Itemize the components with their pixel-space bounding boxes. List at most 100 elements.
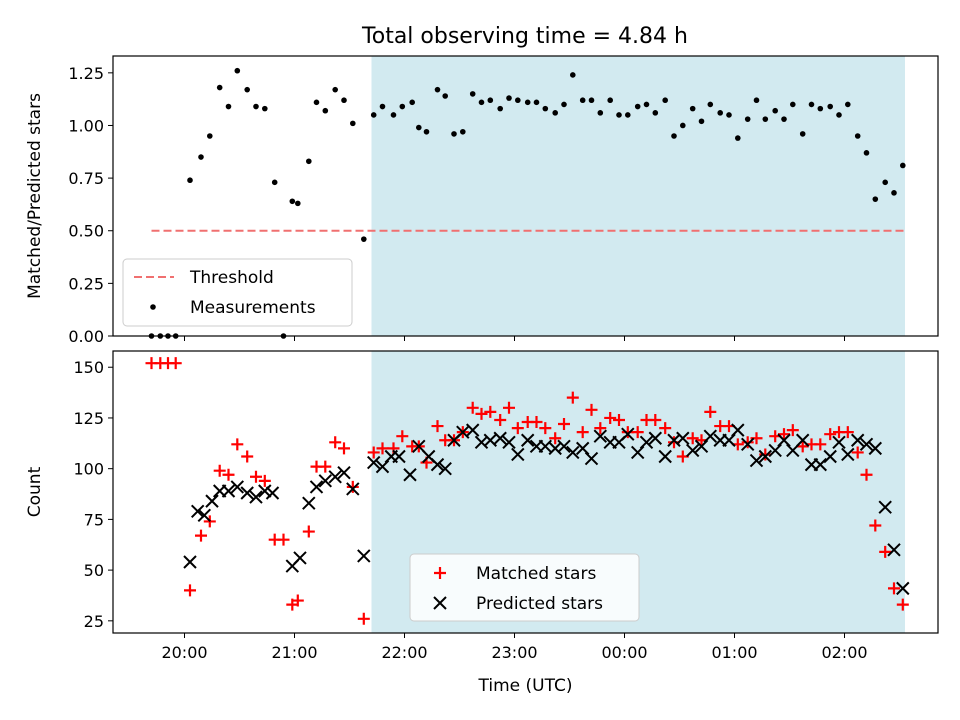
top-panel: 0.00 0.25 0.50 0.75 1.00 1.25 Matched/Predicte… — [25, 55, 939, 346]
y-tick-label: 0.50 — [68, 222, 104, 241]
measurement-point — [836, 112, 842, 118]
predicted-stars-point — [430, 457, 445, 472]
matched-stars-point — [686, 432, 699, 445]
measurement-point — [350, 120, 356, 127]
measurement-point — [533, 99, 540, 106]
measurement-point — [882, 179, 888, 186]
bottom-panel: 25 50 75 100 125 150 20:00 21:00 22:00 23:00 00:00… — [25, 350, 939, 696]
y-tick-label: 1.25 — [68, 64, 104, 83]
measurement-point — [717, 110, 723, 116]
matched-stars-point — [604, 411, 617, 424]
legend-predicted-label: Predicted stars — [476, 594, 603, 614]
predicted-stars-point — [648, 431, 663, 445]
matched-stars-point — [329, 436, 342, 449]
predicted-stars-point — [566, 445, 580, 460]
predicted-stars-point — [493, 431, 507, 445]
measurement-point — [634, 103, 641, 110]
matched-stars-point — [558, 418, 570, 431]
matched-stars-point — [539, 422, 552, 435]
matched-stars-point — [594, 422, 607, 435]
measurement-point — [207, 133, 213, 139]
legend-measurements-swatch — [150, 304, 156, 310]
predicted-stars-point — [896, 581, 910, 596]
measurement-point — [552, 110, 558, 116]
measurement-point — [165, 333, 171, 339]
predicted-stars-point — [183, 555, 197, 569]
measurement-point — [157, 333, 164, 339]
measurement-point — [854, 133, 861, 139]
matched-stars-point — [222, 468, 235, 481]
matched-stars-point — [494, 413, 507, 426]
measurement-point — [900, 162, 906, 169]
measurement-point — [313, 99, 320, 106]
predicted-stars-point — [703, 429, 718, 443]
measurement-point — [469, 91, 476, 97]
matched-stars-point — [302, 525, 315, 538]
matched-stars-point — [475, 407, 488, 420]
predicted-stars-point — [676, 431, 690, 445]
predicted-stars-point — [438, 461, 452, 476]
measurement-point — [680, 122, 686, 129]
measurement-point — [845, 101, 851, 108]
measurement-point — [341, 97, 347, 104]
y-tick-label: 50 — [84, 561, 104, 580]
legend-predicted-swatch — [433, 596, 447, 610]
measurement-point — [799, 131, 806, 137]
legend-threshold-label: Threshold — [189, 268, 274, 288]
predicted-stars-point — [412, 439, 426, 454]
matched-stars-point — [659, 422, 672, 435]
matched-stars-point — [277, 533, 290, 546]
y-tick-label: 1.00 — [68, 116, 104, 135]
matched-stars-point — [338, 442, 350, 455]
matched-stars-point — [786, 424, 799, 437]
predicted-stars-point — [593, 429, 608, 443]
predicted-stars-point — [685, 443, 700, 458]
predicted-stars-point — [859, 437, 874, 452]
measurement-point — [570, 72, 576, 78]
measurement-point — [295, 200, 301, 207]
measurement-point — [234, 67, 241, 74]
matched-stars-point — [396, 430, 409, 443]
legend-matched-label: Matched stars — [476, 564, 596, 584]
top-legend-box — [122, 258, 353, 327]
measurement-point — [781, 116, 787, 122]
measurement-point — [515, 97, 521, 104]
matched-stars-point — [631, 426, 644, 439]
matched-stars-point — [888, 582, 900, 595]
measurement-point — [172, 333, 179, 339]
legend-measurements-label: Measurements — [190, 298, 316, 318]
measurement-point — [652, 110, 659, 116]
measurement-point — [460, 128, 466, 135]
measurement-point — [280, 333, 287, 339]
measurement-point — [148, 333, 155, 339]
predicted-stars-point — [403, 468, 417, 482]
measurement-point — [478, 99, 485, 106]
measurement-point — [361, 236, 367, 242]
x-tick-label: 00:00 — [601, 643, 647, 662]
x-tick-label: 01:00 — [711, 643, 757, 662]
y-tick-label: 125 — [73, 409, 104, 428]
y-tick-label: 25 — [84, 612, 104, 631]
matched-stars-point — [367, 446, 380, 459]
measurement-point — [827, 103, 833, 110]
x-tick-label: 21:00 — [271, 643, 317, 662]
measurement-point — [671, 133, 677, 139]
matched-stars-point — [291, 594, 304, 607]
measurement-point — [262, 105, 268, 112]
measurement-point — [698, 118, 705, 125]
predicted-stars-point — [639, 435, 654, 450]
predicted-stars-point — [502, 435, 516, 450]
matched-stars-point — [613, 413, 625, 426]
predicted-stars-point — [346, 482, 360, 496]
measurement-point — [817, 105, 824, 112]
measurement-point — [416, 124, 422, 131]
matched-stars-point — [511, 422, 524, 435]
measurement-point — [689, 105, 696, 112]
predicted-stars-point — [265, 486, 280, 500]
x-tick-label: 23:00 — [491, 643, 537, 662]
predicted-stars-point — [357, 549, 371, 563]
measurement-point — [216, 84, 223, 91]
predicted-stars-point — [786, 443, 800, 458]
predicted-stars-point — [465, 423, 480, 437]
matched-stars-point — [841, 426, 854, 439]
